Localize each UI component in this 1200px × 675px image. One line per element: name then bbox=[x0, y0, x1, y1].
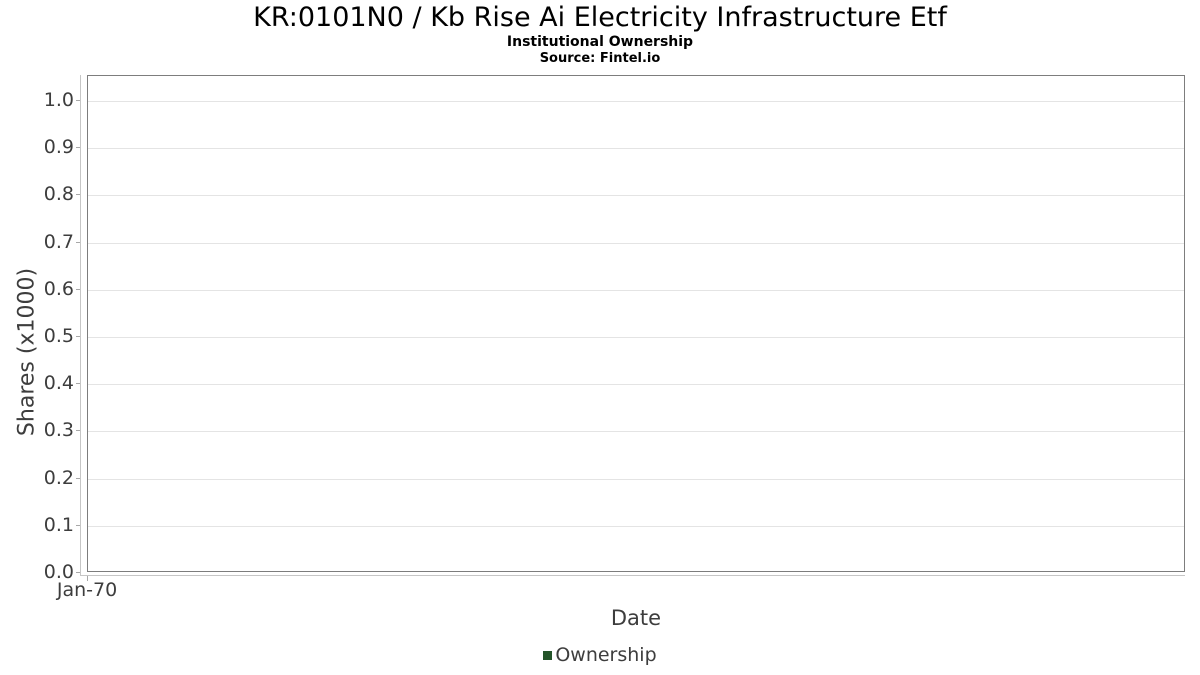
y-tick-mark bbox=[76, 572, 80, 573]
x-tick-mark bbox=[87, 576, 88, 581]
x-axis-line bbox=[80, 575, 1185, 576]
gridline bbox=[88, 242, 1184, 244]
y-tick-mark bbox=[76, 194, 80, 196]
y-tick-label: 0.9 bbox=[43, 136, 74, 159]
y-tick-mark bbox=[76, 336, 80, 337]
y-tick-mark bbox=[76, 524, 80, 526]
y-tick-mark bbox=[76, 383, 80, 385]
y-tick-label: 0.7 bbox=[43, 230, 74, 253]
y-tick-mark bbox=[76, 288, 80, 290]
y-tick-label: 0.2 bbox=[43, 466, 74, 489]
y-tick-mark bbox=[76, 147, 80, 149]
x-tick-label: Jan-70 bbox=[56, 579, 118, 601]
legend-label: Ownership bbox=[555, 644, 657, 666]
gridline bbox=[88, 101, 1184, 102]
gridline bbox=[88, 337, 1184, 338]
y-tick-label: 0.1 bbox=[43, 513, 74, 536]
gridline bbox=[88, 431, 1184, 433]
gridline bbox=[88, 384, 1184, 386]
plot-area bbox=[87, 75, 1185, 572]
y-tick-mark bbox=[76, 100, 80, 101]
chart-title: KR:0101N0 / Kb Rise Ai Electricity Infra… bbox=[253, 2, 947, 33]
y-axis-line bbox=[80, 75, 81, 576]
legend-item: Ownership bbox=[543, 644, 657, 666]
chart-subtitle: Institutional Ownership bbox=[506, 34, 694, 50]
y-tick-label: 1.0 bbox=[43, 89, 74, 111]
gridline bbox=[88, 525, 1184, 527]
gridline bbox=[88, 478, 1184, 480]
chart-source-note: Source: Fintel.io bbox=[539, 51, 661, 66]
gridline bbox=[88, 195, 1184, 197]
y-tick-label: 0.0 bbox=[43, 561, 74, 583]
y-tick-mark bbox=[76, 430, 80, 432]
gridline bbox=[88, 148, 1184, 150]
legend-swatch-icon bbox=[543, 650, 553, 660]
y-tick-label: 0.4 bbox=[43, 372, 74, 395]
legend: Ownership bbox=[0, 644, 1200, 666]
y-tick-mark bbox=[76, 477, 80, 479]
y-tick-label: 0.6 bbox=[43, 277, 74, 300]
y-tick-label: 0.5 bbox=[43, 325, 74, 347]
y-tick-mark bbox=[76, 241, 80, 243]
gridline bbox=[88, 289, 1184, 291]
y-tick-label: 0.3 bbox=[43, 419, 74, 442]
y-tick-label: 0.8 bbox=[43, 183, 74, 206]
x-axis-title: Date bbox=[610, 606, 662, 630]
